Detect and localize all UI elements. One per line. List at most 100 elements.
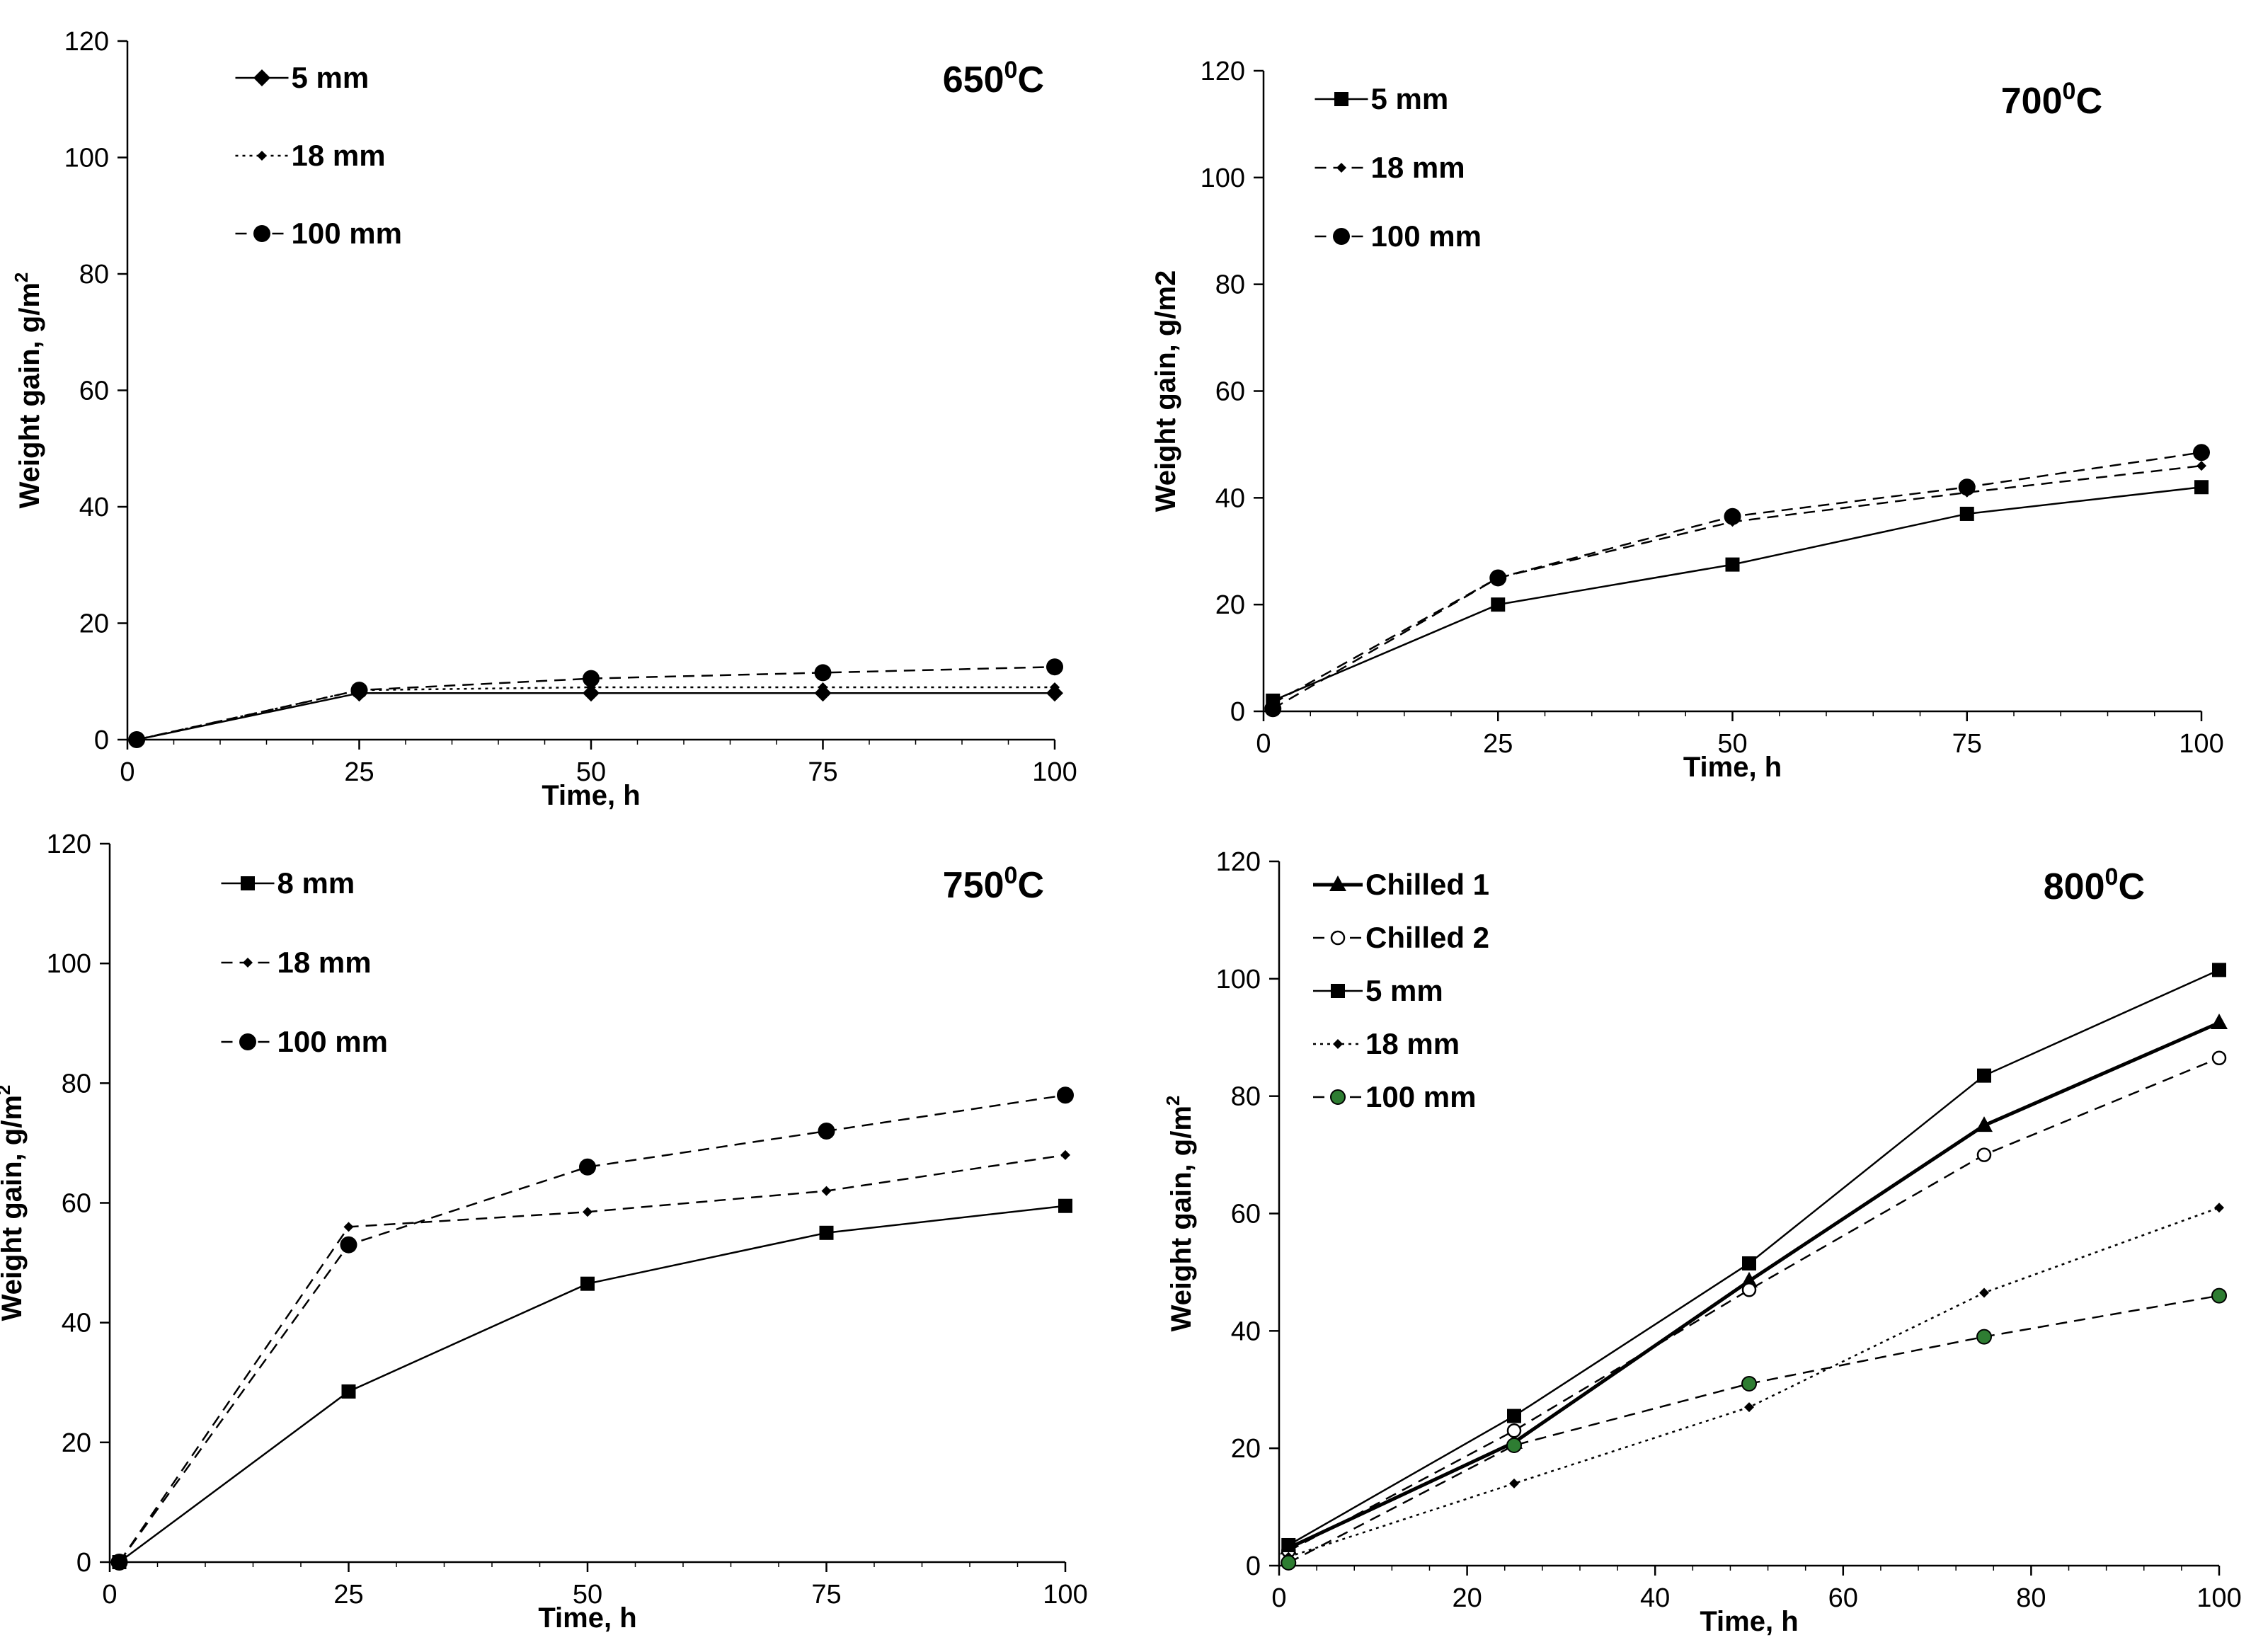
panel-title: 7000C	[2001, 78, 2102, 122]
y-tick-label: 60	[1215, 377, 1245, 407]
y-tick-label: 120	[1216, 847, 1261, 877]
panel-title-superscript: 0	[1004, 862, 1018, 889]
x-tick-label: 100	[1043, 1580, 1087, 1610]
x-tick-label: 75	[1952, 729, 1982, 759]
data-point	[1058, 1198, 1072, 1213]
data-point	[1976, 1116, 1993, 1132]
legend-entry: 100 mm	[221, 1025, 388, 1058]
data-point	[819, 1225, 834, 1240]
legend-label: 18 mm	[292, 139, 386, 172]
data-point	[1506, 1438, 1522, 1454]
legend-swatch-marker	[1333, 1039, 1343, 1049]
x-axis-label: Time, h	[542, 780, 640, 811]
x-tick-label: 0	[1256, 729, 1271, 759]
y-tick-label: 100	[1201, 164, 1245, 193]
legend-swatch-marker	[1330, 1089, 1346, 1105]
y-axis-label-text: Weight gain, g/m	[1166, 1106, 1197, 1331]
data-point	[350, 682, 368, 699]
data-point	[1977, 1068, 1991, 1083]
y-tick-label: 120	[47, 830, 91, 859]
data-point	[1744, 1402, 1754, 1413]
x-tick-label: 100	[2196, 1583, 2241, 1613]
legend-label: 18 mm	[1371, 151, 1465, 184]
legend-entry: 100 mm	[1314, 219, 1482, 253]
data-point	[583, 1207, 592, 1217]
y-tick-label: 60	[79, 377, 109, 406]
panel-title: 7500C	[943, 862, 1044, 906]
data-point	[1509, 1478, 1519, 1488]
y-tick-label: 40	[1231, 1317, 1261, 1346]
x-tick-label: 60	[1828, 1583, 1858, 1613]
legend-entry: 100 mm	[235, 217, 402, 250]
series-5-mm	[1281, 963, 2226, 1552]
panel-title-unit: C	[2075, 81, 2102, 122]
data-point	[814, 664, 832, 682]
data-point	[1976, 1147, 1992, 1162]
series-100-mm	[128, 658, 1063, 748]
data-point	[583, 684, 600, 702]
y-tick-label: 40	[62, 1309, 91, 1338]
x-tick-label: 100	[2179, 729, 2223, 759]
x-tick-label: 20	[1452, 1583, 1482, 1613]
panel-title-unit: C	[1017, 59, 1044, 101]
y-axis-label-text: Weight gain, g/m	[14, 282, 45, 508]
y-axis-label: Weight gain, g/m2	[1162, 1096, 1197, 1332]
data-point	[814, 684, 832, 702]
data-point	[2211, 1287, 2227, 1304]
data-point	[343, 1222, 354, 1232]
legend-entry: 5 mm	[1314, 82, 1448, 115]
series-line	[136, 665, 1055, 741]
legend-label: 5 mm	[292, 61, 370, 94]
data-point	[1741, 1271, 1758, 1287]
data-point	[1958, 478, 1976, 496]
data-point	[1057, 1086, 1074, 1104]
y-axis-label: Weight gain, g/m2	[0, 1085, 28, 1321]
y-axis-label: Weight gain, g/m2	[11, 273, 45, 509]
data-point	[1281, 1537, 1296, 1552]
legend-label: 100 mm	[1365, 1080, 1476, 1113]
legend-entry: 5 mm	[1313, 974, 1443, 1007]
y-axis-label-superscript: 2	[1162, 1096, 1184, 1106]
data-point	[1281, 1554, 1297, 1571]
series-line	[1288, 1207, 2220, 1558]
y-tick-label: 100	[47, 949, 91, 979]
x-tick-label: 50	[1717, 729, 1747, 759]
y-tick-label: 120	[64, 27, 109, 57]
data-point	[579, 1158, 596, 1176]
y-tick-label: 80	[79, 260, 109, 289]
data-point	[2193, 444, 2210, 461]
data-point	[110, 1554, 128, 1571]
data-point	[1050, 682, 1060, 692]
y-tick-label: 0	[94, 725, 109, 755]
data-point	[1959, 506, 1974, 521]
data-point	[2194, 480, 2209, 495]
x-axis-label: Time, h	[538, 1602, 636, 1634]
y-tick-label: 100	[64, 144, 109, 173]
chart-panel-2: 0 20 40 60 80 100 120 0 25 50 75 100 Time, h Weight g…	[1150, 57, 2224, 783]
legend-swatch-marker	[1331, 984, 1345, 998]
series-line	[136, 692, 1055, 741]
legend-label: 100 mm	[292, 217, 402, 250]
legend-swatch-marker	[243, 958, 253, 968]
series-18-mm	[114, 1149, 1070, 1567]
series-100-mm	[110, 1086, 1074, 1571]
series-line	[1272, 464, 2202, 704]
x-tick-label: 25	[1483, 729, 1513, 759]
legend-label: Chilled 1	[1365, 868, 1489, 901]
panel-title: 8000C	[2044, 864, 2145, 907]
x-tick-label: 25	[333, 1580, 363, 1610]
y-axis-label-text: Weight gain, g/m2	[1150, 270, 1181, 512]
y-tick-label: 80	[1215, 270, 1245, 300]
legend-swatch-marker	[253, 225, 270, 242]
legend-entry: 18 mm	[235, 139, 386, 172]
legend-swatch-marker	[253, 69, 270, 86]
data-point	[583, 670, 600, 687]
data-point	[1725, 557, 1740, 572]
panel-title: 6500C	[943, 57, 1044, 101]
legend-label: 8 mm	[277, 866, 355, 900]
legend-swatch-marker	[1330, 930, 1346, 946]
y-tick-label: 60	[62, 1189, 91, 1219]
series-5-mm	[128, 684, 1063, 748]
